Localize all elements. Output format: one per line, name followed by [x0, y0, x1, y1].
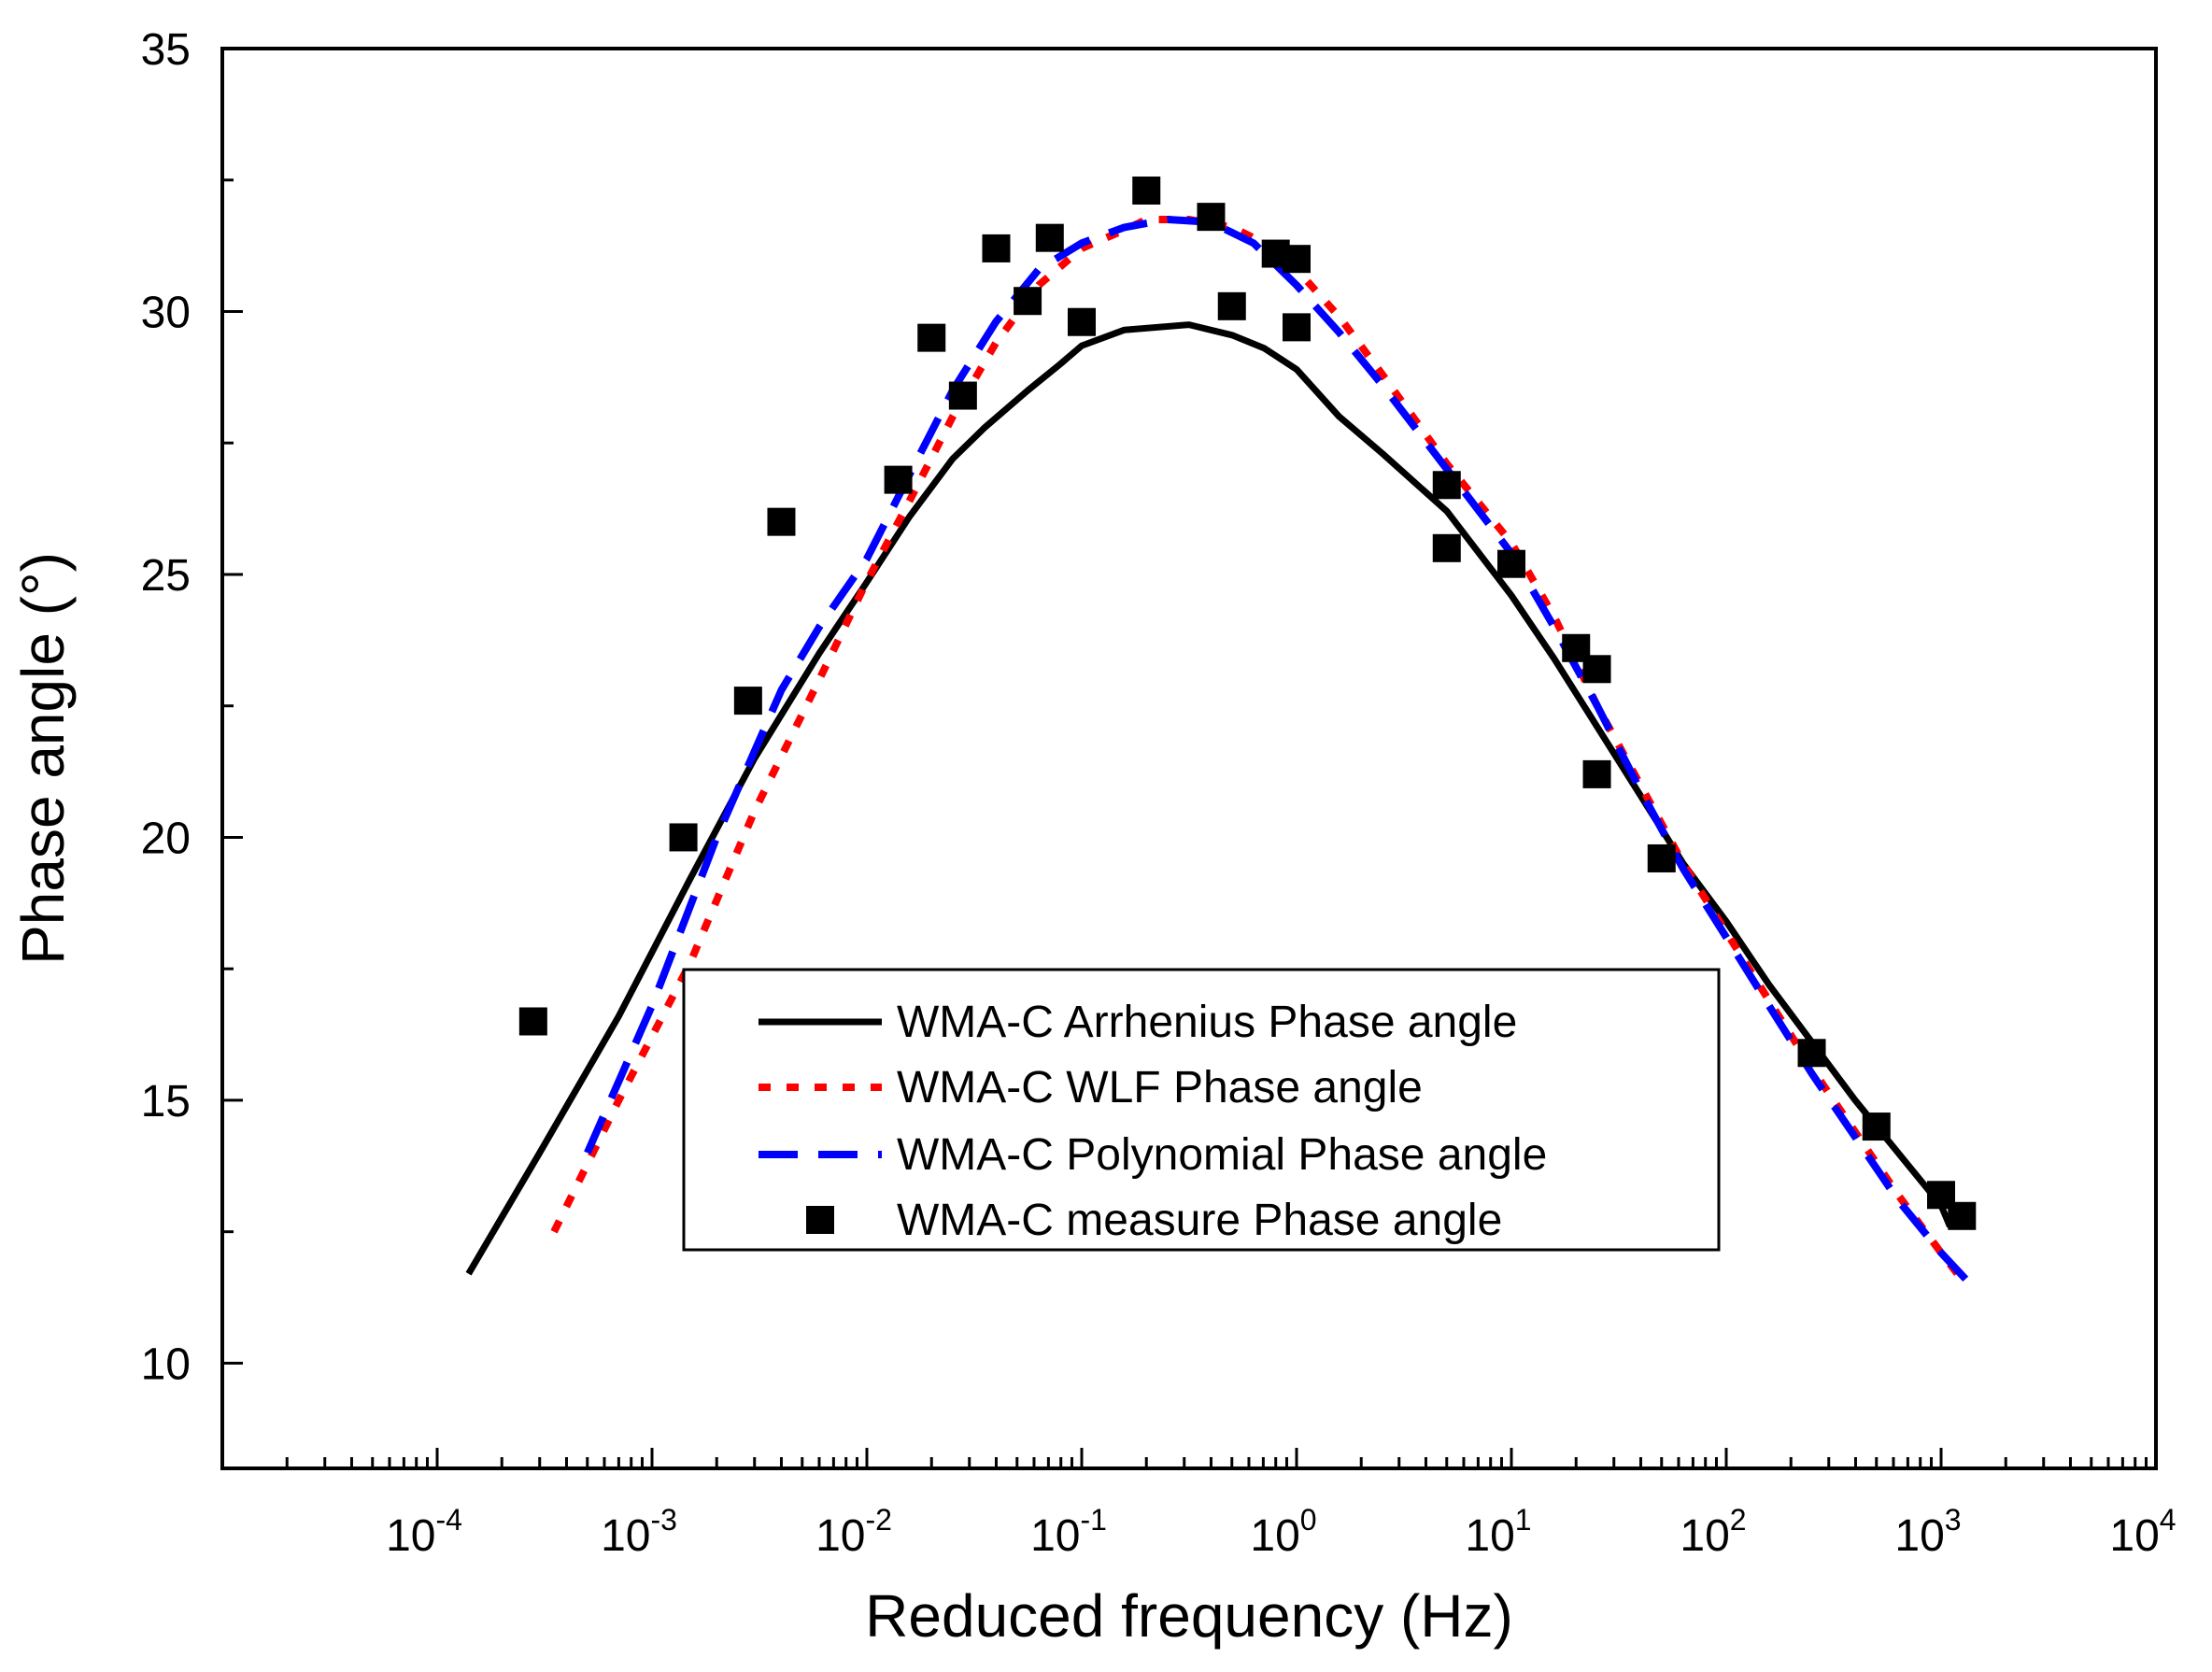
y-tick-label: 35 — [141, 25, 191, 75]
measured-point — [982, 234, 1011, 262]
legend-label: WMA-C Polynomial Phase angle — [897, 1130, 1547, 1180]
y-tick-label: 20 — [141, 814, 191, 863]
measured-point — [1432, 533, 1461, 562]
measured-point — [1132, 177, 1161, 205]
measured-point — [767, 507, 796, 536]
measured-point — [1217, 291, 1246, 320]
y-axis-title: Phase angle (°) — [9, 552, 77, 965]
x-axis-title: Reduced frequency (Hz) — [865, 1582, 1513, 1650]
measured-point — [1497, 549, 1525, 578]
y-tick-label: 10 — [141, 1339, 191, 1389]
legend: WMA-C Arrhenius Phase angle WMA-C WLF Pha… — [682, 968, 1721, 1252]
y-tick-label: 25 — [141, 551, 191, 601]
x-tick-label: 10-3 — [601, 1503, 677, 1561]
series-line-dashed — [584, 216, 1969, 1282]
x-tick-labels: 10-4 10-3 10-2 10-1 100 101 102 103 104 — [386, 1503, 2177, 1561]
measured-point — [1197, 203, 1226, 232]
x-tick-label: 101 — [1465, 1503, 1531, 1561]
measured-point — [1068, 307, 1096, 336]
y-tick-label: 30 — [141, 288, 191, 337]
measured-point — [884, 465, 913, 494]
measured-point — [1797, 1039, 1826, 1068]
x-tick-label: 102 — [1680, 1503, 1746, 1561]
measured-point — [518, 1007, 547, 1036]
measured-point — [1582, 655, 1611, 684]
measured-point — [1283, 313, 1311, 342]
y-tick-labels: 10 15 20 25 30 35 — [141, 25, 191, 1389]
legend-label: WMA-C WLF Phase angle — [897, 1063, 1423, 1112]
measured-points — [518, 177, 1977, 1230]
measured-point — [1582, 759, 1611, 788]
measured-point — [1014, 287, 1042, 316]
measured-point — [1432, 471, 1461, 500]
x-tick-label: 10-2 — [815, 1503, 892, 1561]
measured-point — [1948, 1201, 1977, 1230]
y-tick-label: 15 — [141, 1077, 191, 1126]
measured-point — [917, 323, 946, 352]
series-line-dotted — [550, 216, 1969, 1287]
x-tick-label: 103 — [1894, 1503, 1961, 1561]
legend-box — [682, 968, 1721, 1252]
measured-point — [948, 381, 977, 410]
legend-label: WMA-C measure Phase angle — [897, 1196, 1502, 1245]
x-tick-label: 100 — [1250, 1503, 1316, 1561]
measured-point — [1283, 245, 1311, 274]
measured-point — [1862, 1112, 1891, 1141]
measured-point — [733, 687, 762, 716]
legend-symbol — [806, 1206, 834, 1234]
series-line-solid — [465, 321, 1953, 1276]
series-layer — [465, 177, 1977, 1287]
measured-point — [1647, 843, 1676, 872]
x-tick-label: 10-4 — [386, 1503, 462, 1561]
x-tick-label: 104 — [2109, 1503, 2176, 1561]
x-tick-label: 10-1 — [1030, 1503, 1107, 1561]
legend-label: WMA-C Arrhenius Phase angle — [897, 998, 1517, 1047]
plot-frame — [220, 47, 2158, 1470]
measured-point — [669, 823, 698, 852]
measured-point — [1035, 223, 1064, 252]
